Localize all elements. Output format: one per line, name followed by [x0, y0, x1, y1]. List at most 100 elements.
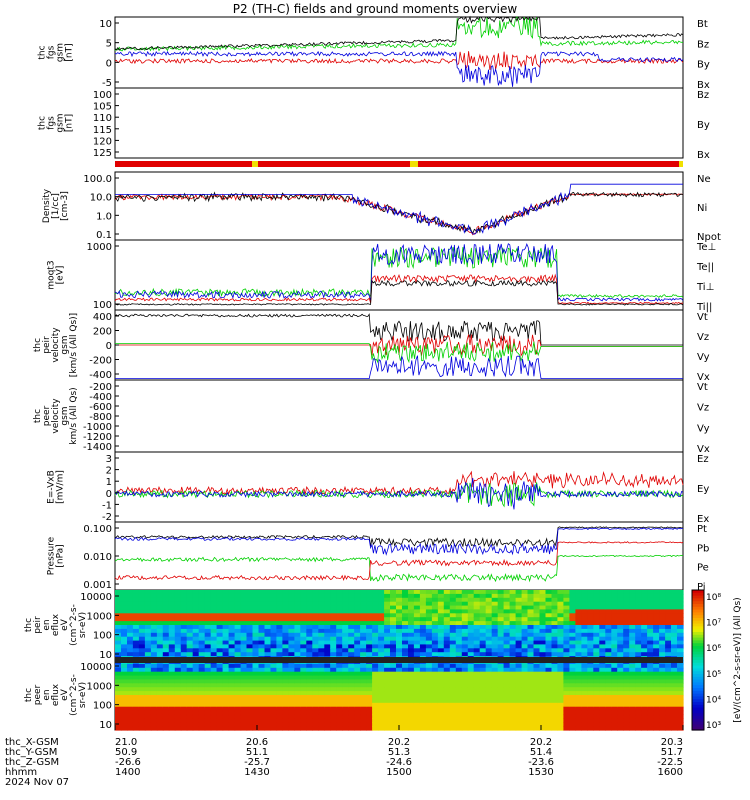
- y-axis-label: [nT]: [65, 114, 75, 132]
- panel-frame: [114, 87, 684, 159]
- x-tick-label: 20.2: [388, 737, 410, 748]
- pb-trace: [114, 541, 684, 582]
- y-axis-label: sr-eV): [78, 682, 88, 708]
- x-tick-label: -26.6: [115, 757, 141, 768]
- y-axis-label: [nT]: [65, 43, 75, 61]
- x-tick-label: 51.4: [530, 747, 552, 758]
- x-tick-label: -23.6: [528, 757, 554, 768]
- y-tick-label: -1200: [83, 432, 112, 443]
- status-bar: [115, 161, 683, 167]
- y-axis-label: [nPa]: [56, 544, 66, 567]
- y-tick-label: 1.0: [96, 211, 112, 222]
- panel-press: 0.100 0.010 0.001 Pressure [nPa] Pt Pb Pe Pi: [47, 524, 710, 593]
- y-tick-label: 0.1: [96, 230, 112, 241]
- pe-trace: [114, 554, 684, 583]
- legend-entry: By: [697, 120, 710, 131]
- y-axis-label: peir: [42, 336, 52, 354]
- panel-frame: [114, 379, 684, 453]
- y-tick-label: 125: [93, 148, 112, 159]
- legend-entry: Vx: [697, 444, 710, 455]
- y-axis-label: eV: [60, 688, 70, 701]
- pt-trace: [114, 526, 683, 548]
- x-tick-label: 51.7: [661, 747, 683, 758]
- npot-trace: [115, 183, 683, 235]
- y-axis-label: [1/cc]: [51, 193, 61, 219]
- electron-spectrogram: [115, 660, 684, 731]
- legend-entry: Vz: [697, 403, 709, 414]
- ez-trace: [114, 470, 684, 496]
- y-tick-label: 10.0: [90, 193, 112, 204]
- y-tick-label: 100: [93, 300, 112, 311]
- legend-entry: Vy: [697, 352, 710, 363]
- y-tick-label: -400: [89, 370, 112, 381]
- x-row-label: thc_Z-GSM: [5, 757, 59, 768]
- y-axis-label: velocity: [51, 327, 61, 363]
- y-axis-label: en: [42, 619, 52, 630]
- y-tick-label: -200: [89, 356, 112, 367]
- panel-spec_i: 10000 1000 100 10 thc peir en eflux eV (cm^2-s-sr…: [24, 592, 119, 661]
- y-tick-label: 10: [99, 19, 112, 30]
- legend-entry: Bt: [697, 19, 708, 30]
- y-axis-label: moqt3: [47, 260, 57, 289]
- by-trace: [114, 16, 683, 52]
- legend-entry: Vy: [697, 423, 710, 434]
- x-tick-label: 20.2: [530, 737, 552, 748]
- legend-entry: Bx: [697, 80, 710, 91]
- colorbar: 10⁸ 10⁷ 10⁶ 10⁵ 10⁴ 10³ [eV/(cm^2-s-sr-eV)] (A…: [691, 589, 743, 731]
- y-axis-label: thc: [33, 409, 43, 423]
- legend-entry: Ni: [697, 203, 707, 214]
- y-tick-label: -400: [89, 392, 112, 403]
- y-axis-label: peer: [42, 405, 52, 426]
- y-tick-label: 115: [93, 125, 112, 136]
- legend-entry: Vx: [697, 372, 710, 383]
- legend-entry: Bz: [697, 90, 709, 101]
- y-axis-label: thc: [24, 688, 34, 702]
- y-axis-label: gsm: [56, 43, 66, 62]
- y-axis-label: (cm^2-s-: [69, 674, 79, 716]
- y-tick-label: 2: [106, 466, 112, 477]
- colorbar-tick: 10⁴: [706, 695, 721, 705]
- y-tick-label: -1: [102, 500, 112, 511]
- colorbar-tick: 10⁶: [706, 644, 721, 654]
- vt-trace: [114, 313, 683, 346]
- y-tick-label: 10000: [80, 592, 112, 603]
- y-axis-label: Density: [42, 188, 52, 223]
- ti-par-trace: [114, 242, 684, 302]
- y-axis-label: gsm: [56, 113, 66, 132]
- x-tick-label: 51.1: [246, 747, 268, 758]
- y-tick-label: 200: [93, 327, 112, 338]
- te-perp-trace: [114, 273, 684, 305]
- y-tick-label: 100.0: [83, 174, 112, 185]
- y-tick-label: 100: [93, 631, 112, 642]
- y-tick-label: 0: [106, 58, 112, 69]
- y-tick-label: -1400: [83, 442, 112, 453]
- legend-entry: Ex: [697, 514, 709, 525]
- y-tick-label: 110: [93, 113, 112, 124]
- colorbar-tick: 10⁵: [706, 670, 721, 680]
- spectrogram-gap: [115, 657, 683, 663]
- x-tick-label: 21.0: [115, 737, 137, 748]
- legend-entry: Pt: [697, 524, 707, 535]
- x-tick-label: 1530: [528, 767, 553, 778]
- y-axis-label: thc: [38, 116, 48, 130]
- ex-trace: [114, 477, 684, 510]
- x-tick-label: 1600: [658, 767, 683, 778]
- plot-title: P2 (TH-C) fields and ground moments over…: [233, 2, 518, 16]
- panel-dens: 100.0 10.0 1.0 0.1 Density [1/cc] [cm-3] Ne Ni Np…: [42, 174, 721, 243]
- y-axis-label: thc: [33, 338, 43, 352]
- legend-entry: Pi: [697, 582, 706, 593]
- legend-entry: Pb: [697, 543, 709, 554]
- legend-entry: Npot: [697, 232, 721, 243]
- y-tick-label: 400: [93, 312, 112, 323]
- y-axis-label: thc: [24, 618, 34, 632]
- bx-trace: [114, 50, 684, 87]
- y-tick-label: 0.100: [83, 524, 112, 535]
- pi-trace: [114, 527, 683, 556]
- y-axis-label: eV: [60, 618, 70, 631]
- y-tick-label: 0.001: [83, 580, 112, 591]
- legend-entry: Ne: [697, 174, 711, 185]
- panel-vi: 400 200 0 -200 -400 thc peir velocity gsm [km/s (…: [33, 312, 710, 383]
- y-axis-label: Pressure: [47, 536, 57, 575]
- y-axis-label: thc: [38, 45, 48, 59]
